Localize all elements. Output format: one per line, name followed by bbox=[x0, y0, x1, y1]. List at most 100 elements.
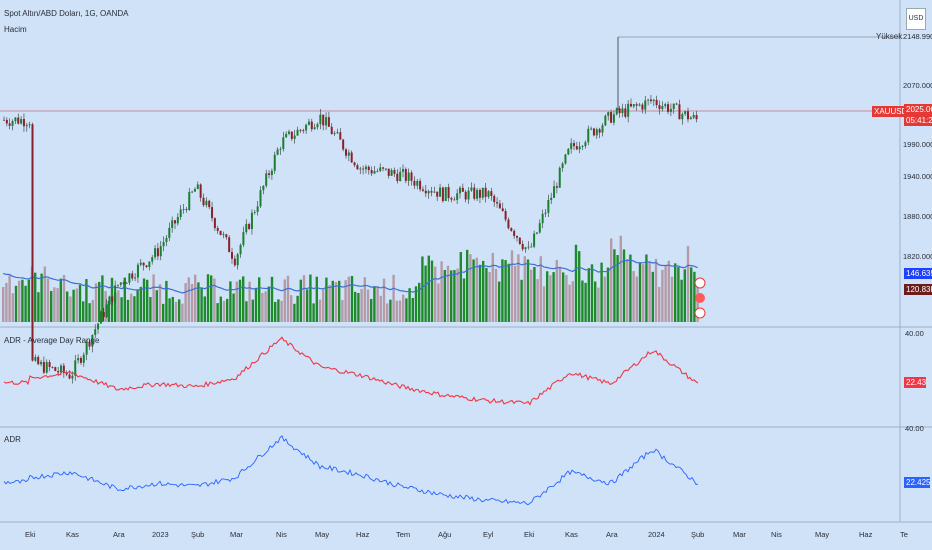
volume-bar bbox=[462, 278, 466, 322]
volume-bar bbox=[523, 256, 526, 322]
volume-bar bbox=[206, 274, 210, 322]
candle-body bbox=[105, 304, 108, 318]
volume-bar bbox=[306, 289, 309, 322]
candle-body bbox=[250, 212, 253, 230]
volume-bar bbox=[622, 249, 626, 322]
candle-body bbox=[125, 282, 128, 284]
price-tick: 1820.000 bbox=[903, 252, 932, 261]
adr-blue-value-tag: 22.425 bbox=[904, 477, 931, 488]
candle-body bbox=[51, 366, 54, 368]
volume-bar bbox=[139, 286, 142, 322]
volume-bar bbox=[43, 266, 46, 322]
candle-body bbox=[533, 233, 536, 247]
candle-body bbox=[333, 133, 336, 135]
candle-body bbox=[85, 341, 88, 355]
candle-body bbox=[678, 104, 681, 120]
candle-body bbox=[134, 277, 137, 279]
alert-icon[interactable] bbox=[694, 277, 706, 289]
volume-bar bbox=[322, 288, 325, 322]
candle-body bbox=[504, 211, 507, 220]
candle-body bbox=[91, 334, 94, 347]
candle-body bbox=[478, 189, 481, 198]
candle-body bbox=[345, 149, 347, 156]
candle-body bbox=[439, 187, 442, 197]
candle-body bbox=[182, 209, 185, 210]
volume-indicator-label[interactable]: Hacim bbox=[4, 25, 27, 34]
candle-body bbox=[71, 375, 74, 379]
volume-bar bbox=[629, 254, 632, 322]
volume-bar bbox=[18, 280, 21, 322]
volume-bar bbox=[296, 295, 299, 322]
candles-layer bbox=[3, 37, 698, 384]
candle-body bbox=[359, 168, 362, 170]
candle-body bbox=[142, 262, 145, 266]
candle-body bbox=[233, 258, 236, 266]
volume-bar bbox=[498, 281, 501, 322]
dividend-icon[interactable] bbox=[695, 293, 705, 303]
volume-bar bbox=[130, 293, 133, 322]
candle-body bbox=[430, 191, 433, 193]
candle-body bbox=[524, 247, 527, 250]
volume-bar bbox=[536, 279, 539, 322]
volume-bar bbox=[344, 280, 347, 322]
candle-body bbox=[42, 361, 45, 373]
candle-body bbox=[68, 374, 71, 379]
volume-bar bbox=[398, 300, 402, 322]
candle-body bbox=[444, 187, 447, 201]
volume-bar bbox=[181, 303, 184, 322]
volume-bar bbox=[491, 252, 494, 322]
candle-body bbox=[567, 148, 570, 155]
volume-bar bbox=[261, 293, 264, 322]
candle-body bbox=[196, 184, 199, 190]
candle-body bbox=[618, 108, 621, 114]
candle-body bbox=[336, 132, 339, 134]
volume-bar bbox=[187, 277, 190, 322]
volume-bar bbox=[162, 303, 165, 322]
candle-body bbox=[139, 262, 142, 265]
candle-body bbox=[191, 191, 194, 193]
volume-bar bbox=[267, 286, 270, 322]
volume-bar bbox=[290, 295, 293, 322]
candle-body bbox=[342, 139, 345, 150]
volume-bar bbox=[328, 285, 331, 322]
volume-bar bbox=[219, 296, 222, 322]
earnings-icon[interactable] bbox=[694, 307, 706, 319]
adr-red-title[interactable]: ADR - Average Day Range bbox=[4, 336, 100, 345]
candle-body bbox=[498, 203, 501, 209]
candle-body bbox=[242, 232, 245, 245]
volume-bar bbox=[555, 259, 558, 322]
candle-body bbox=[248, 224, 251, 230]
candle-body bbox=[356, 165, 359, 170]
candle-body bbox=[3, 119, 5, 121]
candle-body bbox=[376, 171, 379, 172]
candle-body bbox=[273, 154, 276, 171]
candle-body bbox=[538, 223, 541, 233]
volume-bar bbox=[501, 259, 504, 322]
candle-body bbox=[350, 152, 353, 163]
candle-body bbox=[373, 171, 376, 174]
volume-bar bbox=[194, 274, 197, 322]
volume-bar bbox=[693, 271, 696, 322]
volume-bar bbox=[552, 272, 555, 322]
candle-body bbox=[575, 146, 578, 150]
candle-body bbox=[188, 191, 191, 210]
volume-bar bbox=[78, 284, 82, 322]
adr-blue-title[interactable]: ADR bbox=[4, 435, 21, 444]
candle-body bbox=[644, 100, 647, 110]
candle-body bbox=[8, 123, 11, 126]
candle-body bbox=[228, 237, 231, 253]
volume-bar bbox=[331, 280, 334, 322]
volume-bar bbox=[242, 276, 245, 322]
currency-button[interactable]: USD bbox=[906, 8, 926, 30]
candle-body bbox=[307, 121, 310, 125]
candle-body bbox=[108, 296, 111, 305]
candle-body bbox=[94, 329, 97, 335]
time-axis-label: Kas bbox=[66, 530, 79, 539]
candle-body bbox=[661, 106, 664, 110]
candle-body bbox=[316, 124, 319, 128]
adr-blue-top-tick: 40.00 bbox=[905, 424, 924, 433]
volume-bar bbox=[459, 252, 462, 322]
volume-bar bbox=[123, 277, 126, 322]
candle-body bbox=[510, 228, 513, 231]
